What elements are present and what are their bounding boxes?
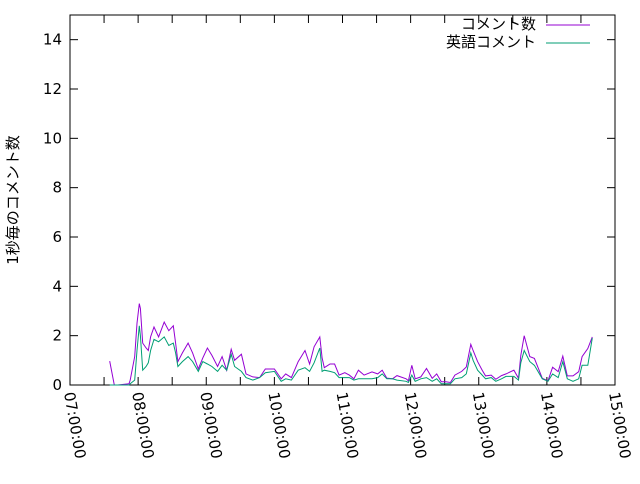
series-line-0: [109, 303, 593, 386]
plot-frame: [69, 14, 616, 386]
x-tick-label: 09:00:00: [196, 391, 225, 460]
legend-label-0: コメント数: [461, 15, 536, 33]
series-lines: [109, 303, 593, 386]
y-tick-label: 8: [52, 179, 62, 197]
x-tick-label: 15:00:00: [605, 391, 634, 460]
y-tick-label: 6: [52, 228, 62, 246]
tick-labels: 0 2 4 6 8 10 12 14 07:00:00 08:00:00 09:00:00 10:00…: [43, 31, 635, 460]
y-tick-label: 10: [43, 129, 62, 147]
legend: コメント数 英語コメント: [446, 15, 590, 51]
y-tick-label: 4: [52, 277, 62, 295]
axes: [69, 14, 616, 386]
x-tick-label: 12:00:00: [401, 391, 430, 460]
x-tick-label: 08:00:00: [128, 391, 157, 460]
legend-label-1: 英語コメント: [446, 33, 536, 51]
series-line-1: [109, 325, 593, 386]
x-tick-label: 14:00:00: [537, 391, 566, 460]
y-tick-label: 2: [52, 327, 62, 345]
y-tick-label: 12: [43, 80, 62, 98]
y-tick-label: 14: [43, 31, 62, 49]
x-tick-label: 07:00:00: [60, 391, 89, 460]
y-axis-label: 1秒毎のコメント数: [4, 135, 22, 265]
x-tick-label: 10:00:00: [264, 391, 293, 460]
x-tick-label: 11:00:00: [333, 391, 362, 460]
x-tick-label: 13:00:00: [469, 391, 498, 460]
y-tick-label: 0: [52, 376, 62, 394]
